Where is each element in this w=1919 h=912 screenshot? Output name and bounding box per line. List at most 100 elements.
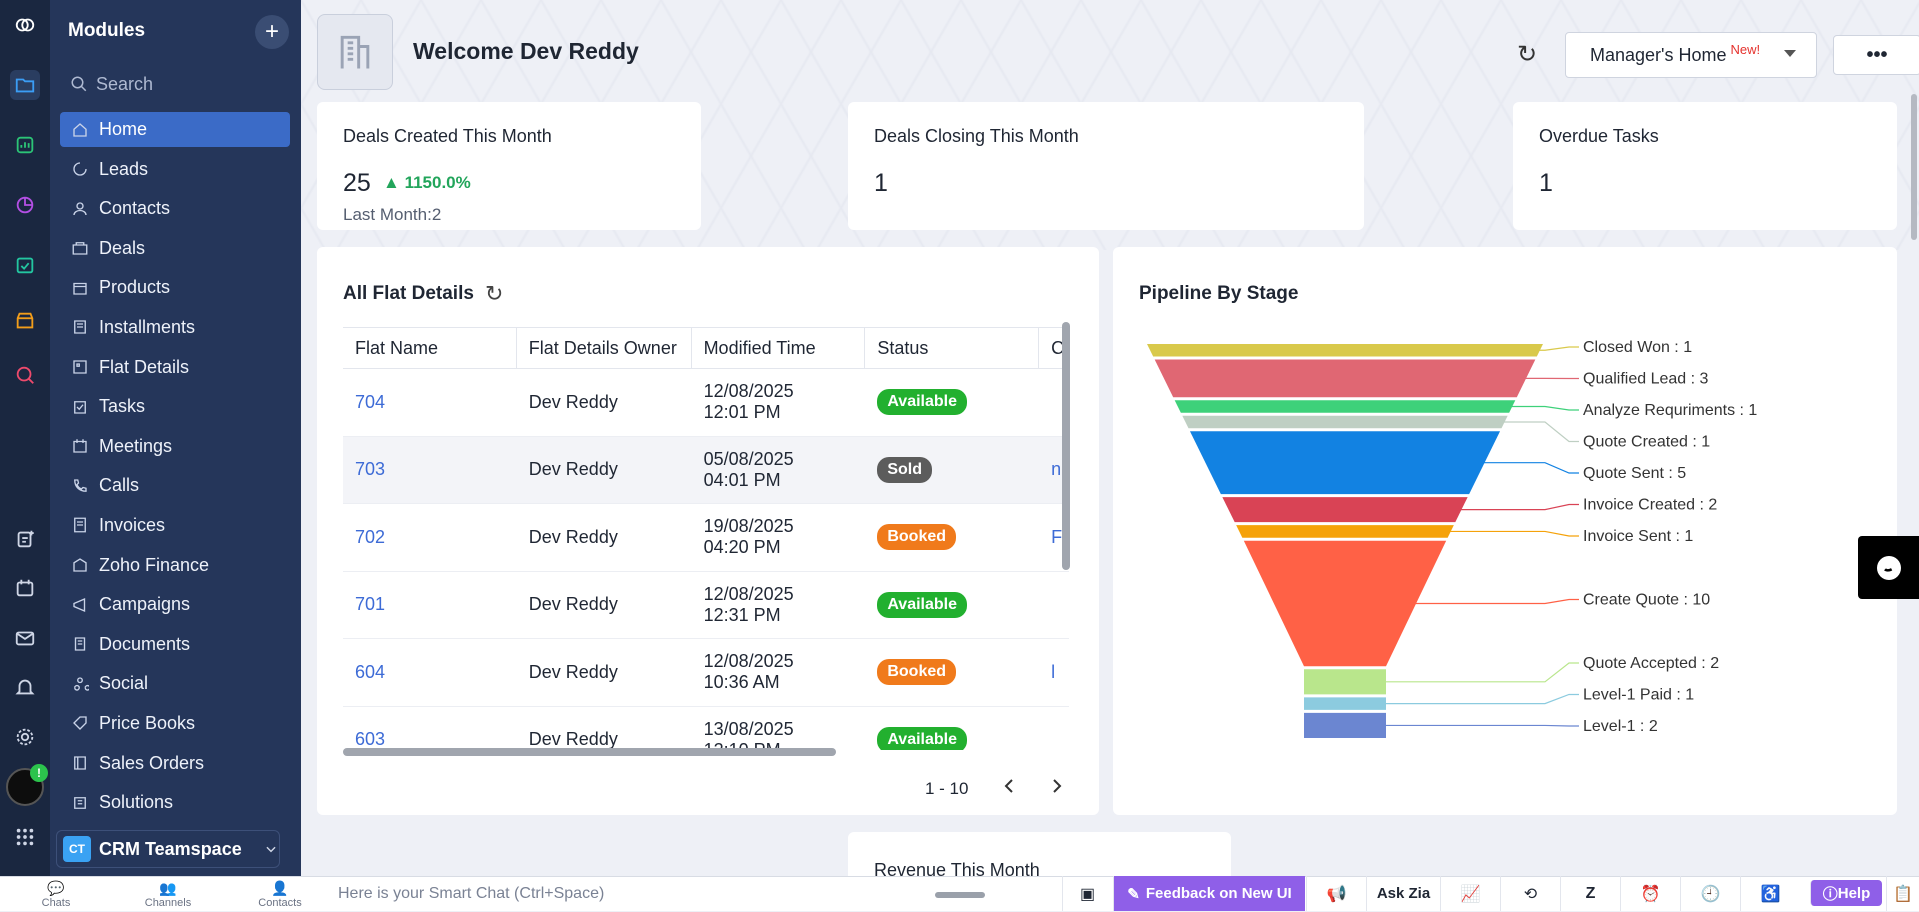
company-logo[interactable] [317,14,393,90]
accessibility-icon[interactable]: ♿ [1740,876,1800,911]
teamspace-selector[interactable]: CT CRM Teamspace [56,830,280,868]
flat-name-link[interactable]: 701 [355,594,385,615]
sidebar-item-campaigns[interactable]: Campaigns [60,587,290,622]
refresh-table-icon[interactable]: ↻ [485,281,503,307]
search-insights-icon[interactable] [10,360,40,390]
modules-folder-icon[interactable] [10,70,40,100]
sidebar-item-invoices[interactable]: Invoices [60,508,290,543]
apps-grid-icon[interactable] [10,822,40,852]
trend-chart-icon[interactable]: 📈 [1440,876,1500,911]
trend-up-icon: ▲ [383,173,400,192]
funnel-stage-quote-sent[interactable] [1190,431,1500,494]
column-header[interactable]: Modified Time [692,328,866,368]
more-options-button[interactable]: ••• [1833,35,1919,75]
status-badge: Booked [877,659,956,685]
zia-icon[interactable]: Z [1560,876,1620,911]
flow-icon[interactable]: ⟲ [1500,876,1560,911]
bell-icon[interactable] [10,672,40,702]
funnel-leader-line [1445,531,1579,536]
contacts-tab[interactable]: 👤Contacts [224,877,336,912]
funnel-stage-level-1[interactable] [1304,713,1386,738]
funnel-stage-level-1-paid[interactable] [1304,697,1386,710]
sidebar-item-leads[interactable]: Leads [60,152,290,187]
revenue-title: Revenue This Month [874,860,1040,876]
module-icon [71,754,89,772]
module-search[interactable] [70,70,290,98]
flat-name-link[interactable]: 702 [355,527,385,548]
prev-page-button[interactable] [1002,778,1016,799]
reports-pie-icon[interactable] [10,190,40,220]
marketplace-store-icon[interactable] [10,306,40,336]
user-avatar[interactable]: ! [6,768,44,806]
flat-name-link[interactable]: 603 [355,729,385,750]
notes-add-icon[interactable] [10,524,40,554]
feedback-button[interactable]: ✎Feedback on New UI [1113,876,1305,911]
sidebar-item-contacts[interactable]: Contacts [60,191,290,226]
sidebar-item-deals[interactable]: Deals [60,231,290,266]
sidebar-item-flat-details[interactable]: Flat Details [60,350,290,385]
history-icon[interactable]: 🕘 [1680,876,1740,911]
column-header[interactable]: Flat Details Owner [517,328,692,368]
flat-name-link[interactable]: 704 [355,392,385,413]
mail-icon[interactable] [10,623,40,653]
module-icon [71,279,89,297]
zia-chat-float-button[interactable] [1858,536,1919,599]
sidebar-item-tasks[interactable]: Tasks [60,389,290,424]
image-tool-icon[interactable]: ▣ [1062,876,1112,911]
settings-gear-icon[interactable] [10,722,40,752]
home-view-selector[interactable]: Manager's Home New! [1565,32,1817,78]
refresh-dashboard-icon[interactable]: ↻ [1517,40,1537,69]
sidebar-item-social[interactable]: Social [60,666,290,701]
sidebar-item-sales-orders[interactable]: Sales Orders [60,746,290,781]
funnel-stage-invoice-sent[interactable] [1236,525,1454,538]
flat-name-link[interactable]: 604 [355,662,385,683]
next-page-button[interactable] [1050,778,1064,799]
funnel-stage-qualified-lead[interactable] [1155,360,1536,398]
kpi-deals-closing[interactable]: Deals Closing This Month 1 [848,102,1364,230]
funnel-stage-closed-won[interactable] [1147,344,1543,357]
column-header[interactable]: Flat Name [343,328,517,368]
alarm-clock-icon[interactable]: ⏰ [1620,876,1680,911]
table-horizontal-scrollbar[interactable] [343,748,836,756]
kpi-overdue-tasks[interactable]: Overdue Tasks 1 [1513,102,1897,230]
sidebar-item-zoho-finance[interactable]: Zoho Finance [60,548,290,583]
sidebar-item-documents[interactable]: Documents [60,627,290,662]
sidebar-item-products[interactable]: Products [60,270,290,305]
sidebar-item-calls[interactable]: Calls [60,468,290,503]
add-module-button[interactable]: + [255,15,289,49]
clipboard-icon[interactable]: 📋 [1886,876,1919,911]
ask-zia-button[interactable]: Ask Zia [1366,876,1440,911]
sidebar-item-installments[interactable]: Installments [60,310,290,345]
calendar-icon[interactable] [10,573,40,603]
funnel-stage-quote-accepted[interactable] [1304,669,1386,694]
activities-icon[interactable] [10,250,40,280]
search-icon [70,75,88,93]
funnel-stage-quote-created[interactable] [1182,416,1507,429]
funnel-stage-invoice-created[interactable] [1222,497,1467,522]
kpi-deals-created[interactable]: Deals Created This Month 25 ▲ 1150.0% La… [317,102,701,230]
funnel-stage-analyze-requriments[interactable] [1175,400,1516,413]
flat-name-link[interactable]: 703 [355,459,385,480]
module-search-input[interactable] [96,74,276,95]
chats-tab[interactable]: 💬Chats [0,877,112,912]
channels-tab[interactable]: 👥Channels [112,877,224,912]
megaphone-icon[interactable]: 📢 [1306,876,1366,911]
zoho-crm-logo-icon[interactable] [10,10,40,40]
column-header[interactable]: Status [865,328,1039,368]
sidebar-item-price-books[interactable]: Price Books [60,706,290,741]
analytics-icon[interactable] [10,130,40,160]
sidebar-item-meetings[interactable]: Meetings [60,429,290,464]
sidebar-item-home[interactable]: Home [60,112,290,147]
page-scrollbar[interactable] [1911,94,1917,240]
table-vertical-scrollbar[interactable] [1062,322,1070,570]
smart-chat-input[interactable] [338,885,1038,903]
drag-handle[interactable] [935,892,985,898]
sidebar-item-solutions[interactable]: Solutions [60,785,290,820]
